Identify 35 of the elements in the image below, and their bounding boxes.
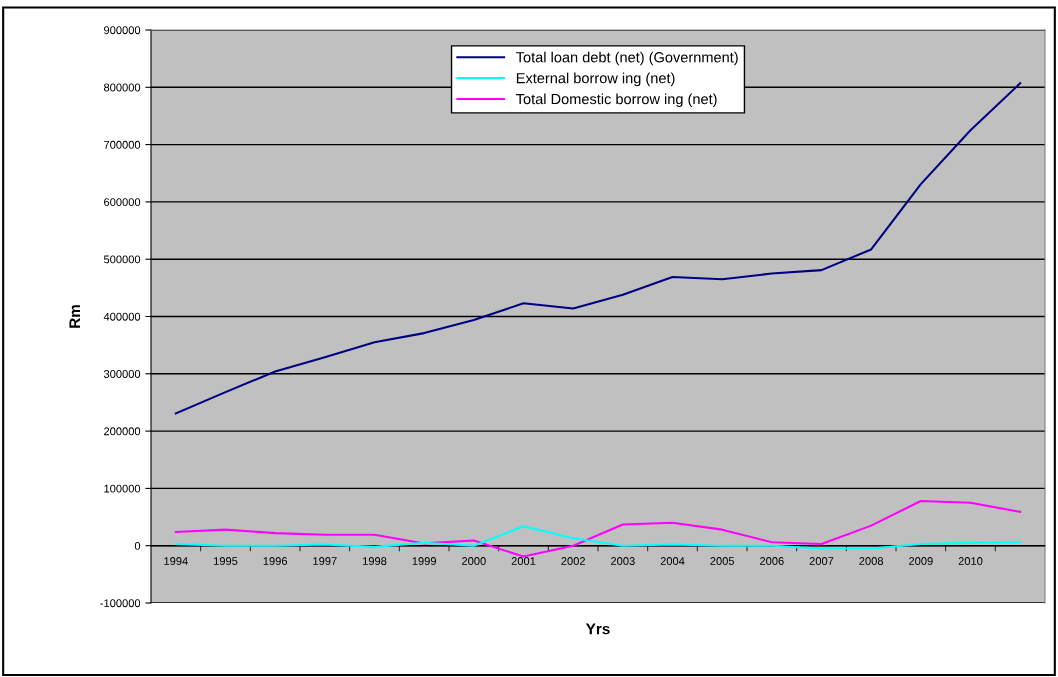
x-tick-label: 1999 — [412, 557, 436, 565]
y-axis-title: Rm — [69, 305, 80, 328]
x-tick-label: 2009 — [909, 557, 933, 565]
y-tick-label: 700000 — [104, 140, 141, 149]
y-tick-label: 200000 — [104, 427, 141, 436]
line-series — [174, 525, 1022, 550]
x-tick-label: 2007 — [809, 557, 834, 565]
x-tick-label: 1998 — [362, 557, 387, 565]
line-series — [174, 499, 1022, 558]
x-tick-label: 1996 — [263, 557, 288, 565]
y-tick-label: 0 — [134, 541, 141, 550]
y-tick-label: 400000 — [103, 312, 141, 321]
y-tick-label: 800000 — [103, 83, 141, 92]
x-axis-title: Yrs — [585, 623, 610, 635]
y-tick-label: -100000 — [100, 599, 141, 608]
x-tick-label: 2002 — [561, 557, 585, 565]
x-tick-label: 1994 — [164, 557, 188, 565]
y-tick-label: 300000 — [103, 370, 141, 378]
x-tick-label: 2001 — [511, 557, 536, 565]
x-tick-label: 2005 — [710, 557, 735, 565]
y-tick-label: 500000 — [103, 255, 141, 264]
x-tick-label: 2000 — [462, 557, 486, 565]
legend-label: Total loan debt (net) (Government) — [516, 51, 738, 66]
y-tick-label: 100000 — [104, 484, 141, 493]
x-tick-label: 1997 — [313, 557, 337, 565]
x-tick-label: 2010 — [958, 557, 983, 565]
x-tick-label: 2003 — [611, 557, 635, 565]
x-tick-label: 1995 — [213, 557, 238, 565]
legend-label: External borrow ing (net) — [516, 72, 675, 87]
x-tick-label: 2004 — [660, 557, 685, 565]
x-tick-label: 2006 — [760, 557, 784, 565]
x-tick-label: 2008 — [859, 557, 884, 565]
legend-label: Total Domestic borrow ing (net) — [516, 93, 717, 108]
y-tick-label: 600000 — [104, 198, 141, 207]
y-tick-label: 900000 — [104, 26, 141, 35]
